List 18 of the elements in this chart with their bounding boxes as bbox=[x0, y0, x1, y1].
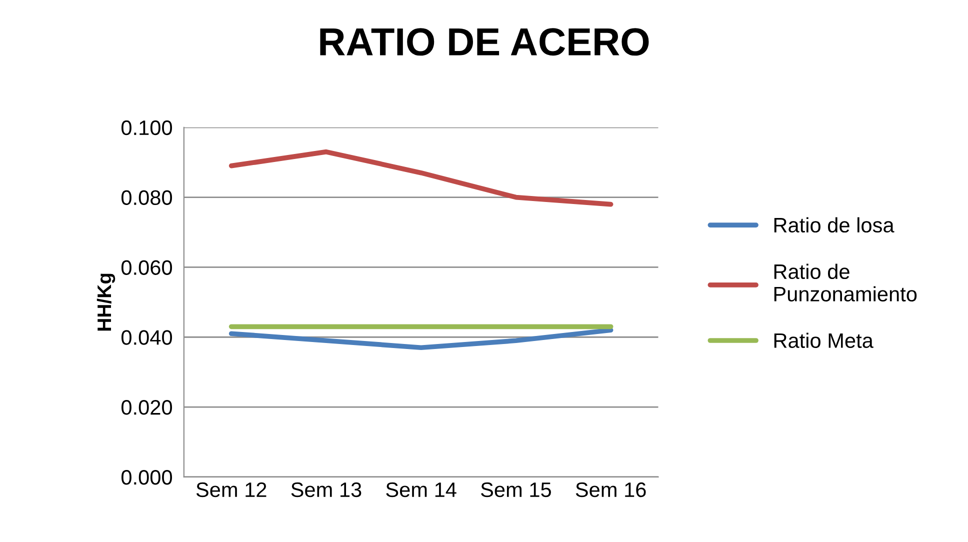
y-tick-label: 0.080 bbox=[121, 190, 172, 206]
x-tick-label: Sem 13 bbox=[291, 482, 362, 498]
legend-label: Ratio Meta bbox=[774, 332, 874, 348]
y-axis-title: HH/Kg bbox=[96, 274, 116, 331]
y-tick-label: 0.020 bbox=[121, 400, 172, 415]
x-tick-label: Sem 14 bbox=[386, 482, 456, 498]
legend-label: Ratio de losa bbox=[774, 217, 894, 233]
chart-title: RATIO DE ACERO bbox=[320, 28, 649, 56]
y-tick-label: 0.100 bbox=[121, 120, 172, 136]
y-tick-label: 0.040 bbox=[121, 330, 172, 345]
y-tick-label: 0.060 bbox=[121, 260, 172, 275]
y-tick-label: 0.000 bbox=[121, 470, 172, 485]
x-tick-label: Sem 15 bbox=[480, 482, 551, 498]
x-tick-label: Sem 12 bbox=[196, 482, 266, 498]
legend-label: Ratio de Punzonamiento bbox=[774, 264, 917, 302]
line-series bbox=[228, 149, 614, 207]
line-series bbox=[228, 328, 614, 350]
x-tick-label: Sem 16 bbox=[576, 482, 646, 498]
